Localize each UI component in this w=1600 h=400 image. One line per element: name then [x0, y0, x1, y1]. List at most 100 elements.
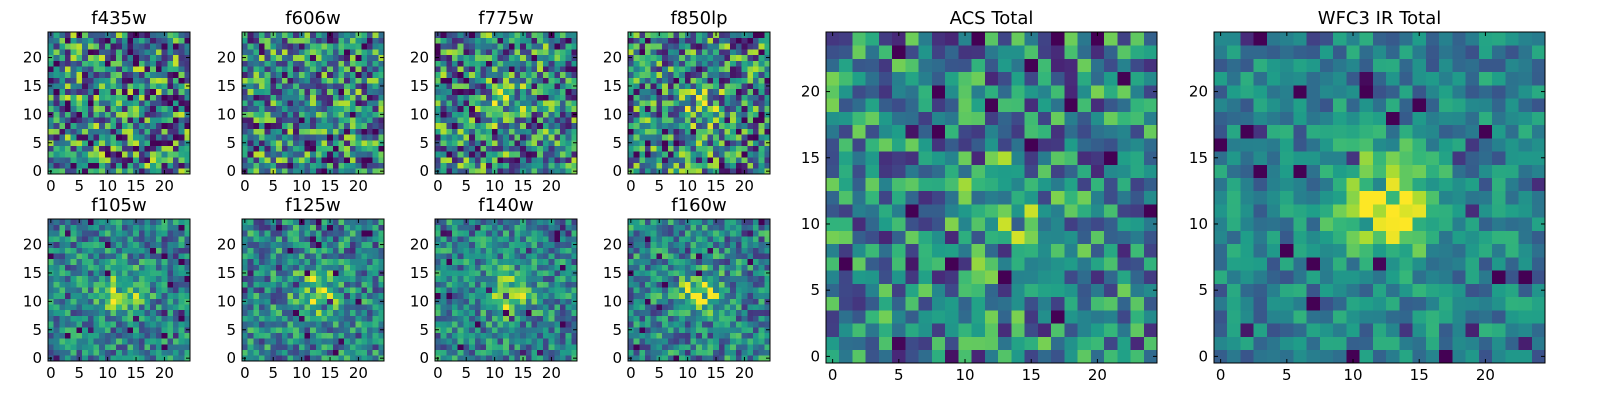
heatmap-cell — [378, 247, 385, 254]
heatmap-cell — [656, 298, 663, 305]
heatmap-cell — [87, 219, 94, 226]
heatmap-cell — [758, 128, 765, 135]
heatmap-cell — [701, 134, 708, 141]
heatmap-cell — [87, 230, 94, 237]
heatmap-cell — [178, 298, 185, 305]
heatmap-cell — [520, 343, 527, 350]
heatmap-cell — [457, 49, 464, 56]
heatmap-cell — [87, 309, 94, 316]
heatmap-cell — [366, 88, 373, 95]
heatmap-cell — [372, 122, 379, 129]
heatmap-cell — [758, 292, 765, 299]
heatmap-cell — [764, 145, 771, 152]
heatmap-cell — [247, 270, 254, 277]
heatmap-cell — [178, 105, 185, 112]
heatmap-cell — [724, 100, 731, 107]
heatmap-cell — [321, 54, 328, 61]
heatmap-cell — [344, 241, 351, 248]
heatmap-cell — [172, 230, 179, 237]
x-tick-label: 0 — [626, 177, 636, 195]
heatmap-cell — [707, 60, 714, 67]
heatmap-cell — [150, 134, 157, 141]
heatmap-cell — [133, 270, 140, 277]
heatmap-cell — [684, 43, 691, 50]
heatmap-cell — [276, 145, 283, 152]
heatmap-cell — [474, 349, 481, 356]
heatmap-cell — [378, 162, 385, 169]
heatmap-cell — [70, 230, 77, 237]
heatmap-cell — [344, 349, 351, 356]
heatmap-cell — [531, 83, 538, 90]
heatmap-cell — [452, 117, 459, 124]
heatmap-cell — [764, 88, 771, 95]
heatmap-cell — [554, 224, 561, 231]
heatmap-cell — [752, 117, 759, 124]
heatmap-cell — [486, 326, 493, 333]
heatmap-cell — [270, 128, 277, 135]
heatmap-cell — [565, 162, 572, 169]
heatmap-cell — [645, 292, 652, 299]
heatmap-cell — [741, 54, 748, 61]
heatmap-cell — [264, 315, 271, 322]
heatmap-cell — [440, 66, 447, 73]
heatmap-cell — [758, 77, 765, 84]
heatmap-cell — [76, 326, 83, 333]
heatmap-cell — [59, 94, 66, 101]
heatmap-cell — [457, 219, 464, 226]
heatmap-cell — [571, 224, 578, 231]
heatmap-cell — [127, 66, 134, 73]
heatmap-cell — [446, 270, 453, 277]
heatmap-cell — [701, 94, 708, 101]
heatmap-cell — [104, 43, 111, 50]
heatmap-cell — [463, 111, 470, 118]
heatmap-cell — [457, 156, 464, 163]
heatmap-cell — [531, 292, 538, 299]
heatmap-cell — [531, 230, 538, 237]
heatmap-cell — [110, 111, 117, 118]
heatmap-cell — [310, 145, 317, 152]
heatmap-cell — [452, 326, 459, 333]
x-tick-label: 5 — [74, 364, 84, 382]
heatmap-cell — [667, 292, 674, 299]
heatmap-cell — [48, 66, 55, 73]
heatmap-cell — [724, 32, 731, 39]
heatmap-cell — [446, 134, 453, 141]
heatmap-cell — [752, 281, 759, 288]
heatmap-cell — [349, 338, 356, 345]
heatmap-cell — [253, 117, 260, 124]
heatmap-cell — [321, 224, 328, 231]
heatmap-cell — [662, 139, 669, 146]
heatmap-cell — [764, 32, 771, 39]
heatmap-cell — [548, 122, 555, 129]
heatmap-cell — [730, 145, 737, 152]
heatmap-cell — [344, 100, 351, 107]
heatmap-cell — [242, 117, 249, 124]
heatmap-cell — [87, 258, 94, 265]
heatmap-cell — [315, 230, 322, 237]
heatmap-cell — [372, 60, 379, 67]
heatmap-cell — [752, 298, 759, 305]
heatmap-cell — [639, 83, 646, 90]
heatmap-cell — [497, 281, 504, 288]
heatmap-cell — [514, 258, 521, 265]
heatmap-cell — [138, 151, 145, 158]
heatmap-cell — [355, 139, 362, 146]
heatmap-cell — [542, 134, 549, 141]
heatmap-cell — [99, 258, 106, 265]
heatmap-cell — [184, 94, 191, 101]
heatmap-cell — [503, 71, 510, 78]
heatmap-cell — [138, 230, 145, 237]
heatmap-cell — [53, 321, 60, 328]
heatmap-cell — [747, 349, 754, 356]
heatmap-cell — [503, 304, 510, 311]
heatmap-cell — [684, 100, 691, 107]
heatmap-cell — [548, 37, 555, 44]
heatmap-cell — [497, 326, 504, 333]
heatmap-cell — [344, 111, 351, 118]
heatmap-cell — [679, 37, 686, 44]
heatmap-cell — [366, 315, 373, 322]
heatmap-cell — [99, 32, 106, 39]
heatmap-cell — [349, 117, 356, 124]
heatmap-cell — [110, 43, 117, 50]
